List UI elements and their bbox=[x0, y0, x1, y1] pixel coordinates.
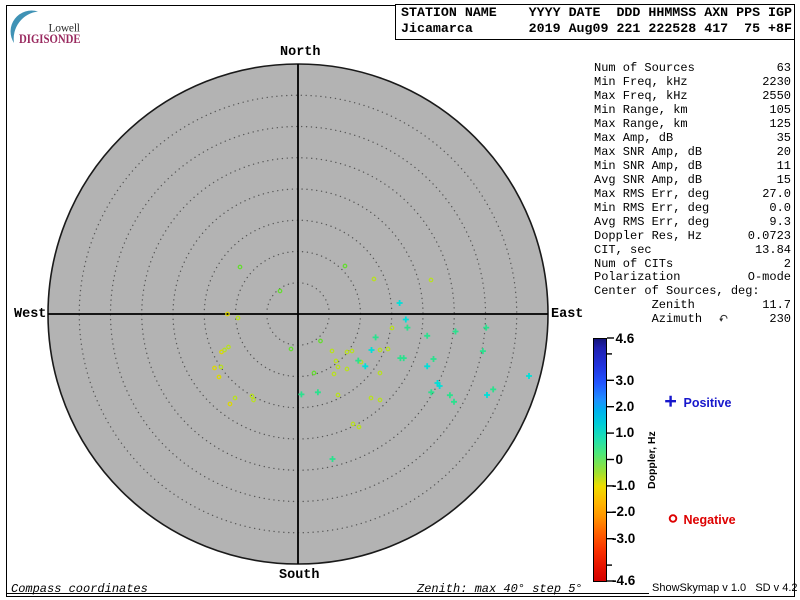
svg-text:Lowell: Lowell bbox=[49, 23, 81, 35]
svg-text:DIGISONDE: DIGISONDE bbox=[19, 32, 81, 46]
